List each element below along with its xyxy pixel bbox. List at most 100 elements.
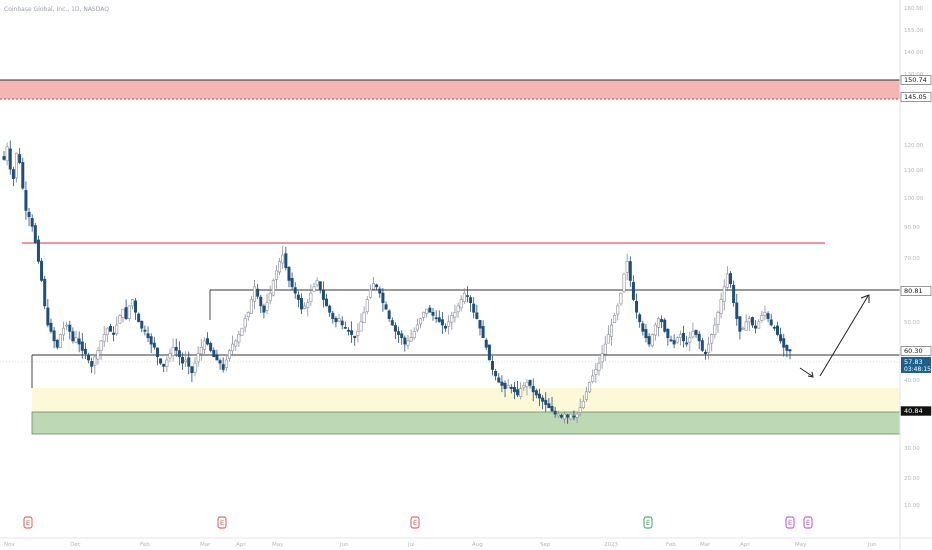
candle-body	[616, 305, 620, 315]
candle-body	[412, 331, 416, 339]
candle-body	[293, 287, 297, 294]
candle-body	[346, 329, 350, 332]
price-tag-top-zone-low: 145.05	[904, 93, 927, 101]
candle-body	[500, 381, 504, 386]
svg-text:E: E	[26, 519, 30, 527]
price-tag-bottom-zone: 40.84	[904, 407, 923, 415]
candle-body	[422, 311, 426, 318]
candle-body	[325, 298, 329, 307]
candle-body	[115, 324, 119, 335]
event-marker-5[interactable]: E	[785, 516, 795, 529]
event-marker-6[interactable]: E	[803, 516, 813, 529]
candle-body	[184, 359, 188, 363]
candle-body	[772, 326, 776, 329]
price-axis-tick: 90.00	[904, 225, 920, 231]
price-tag-last-bg	[901, 357, 931, 373]
candle-body	[522, 385, 526, 388]
candle-body	[52, 330, 56, 342]
candle-body	[124, 307, 128, 319]
candle-body	[541, 397, 545, 402]
candle-body	[534, 390, 538, 396]
candle-body	[722, 286, 726, 302]
candle-body	[387, 310, 391, 319]
candle-body	[299, 298, 303, 310]
candle-body	[525, 381, 529, 387]
candle-body	[334, 318, 338, 323]
candle-body	[572, 415, 576, 418]
chart-title: Coinbase Global, Inc., 1D, NASDAQ	[4, 6, 109, 13]
candle-body	[58, 334, 62, 348]
candle-body	[378, 288, 382, 294]
candle-body	[757, 321, 761, 329]
candle-body	[359, 321, 363, 332]
price-tag-top-zone-low-bg	[900, 92, 932, 102]
time-axis-tick: Feb	[666, 542, 676, 548]
candle-body	[725, 273, 729, 288]
price-axis-tick: 70.00	[904, 256, 920, 262]
candle-body	[40, 260, 44, 281]
candle-body	[588, 381, 592, 393]
candle-body	[403, 337, 407, 345]
candle-body	[613, 315, 617, 323]
time-axis-tick: Aug	[472, 542, 483, 548]
candle-body	[747, 318, 751, 323]
candle-body	[146, 333, 150, 339]
candle-body	[49, 322, 53, 332]
candle-body	[409, 337, 413, 342]
candle-body	[569, 413, 573, 420]
candle-body	[494, 371, 498, 377]
candle-body	[619, 292, 623, 305]
event-marker-3[interactable]: E	[410, 516, 420, 529]
candle-body	[766, 313, 770, 319]
candle-body	[650, 334, 654, 347]
candle-body	[641, 323, 645, 332]
time-axis-tick: Apr	[740, 542, 750, 548]
candle-body	[202, 340, 206, 350]
time-axis-tick: Mar	[200, 542, 211, 548]
candle-body	[168, 353, 172, 359]
time-axis-tick: Dec	[70, 542, 81, 548]
candle-body	[306, 302, 310, 308]
candle-body	[71, 331, 75, 342]
candle-body	[697, 333, 701, 342]
candle-body	[456, 305, 460, 313]
candle-body	[653, 324, 657, 336]
event-marker-4[interactable]: E	[643, 516, 653, 529]
candle-body	[547, 403, 551, 409]
candle-body	[174, 346, 178, 351]
candle-body	[165, 359, 169, 367]
candle-body	[274, 270, 278, 280]
candle-body	[212, 350, 216, 358]
price-tag-mid-line-bg	[900, 346, 932, 356]
price-axis-tick: 130.00	[904, 72, 924, 78]
candle-body	[584, 391, 588, 400]
candle-body	[700, 340, 704, 351]
arrow-down-right	[799, 367, 813, 377]
candle-body	[537, 393, 541, 399]
price-tag-upper-line-bg	[900, 286, 932, 296]
candle-body	[253, 286, 257, 302]
candle-body	[425, 308, 429, 314]
candle-body	[171, 346, 175, 356]
candle-body	[315, 280, 319, 286]
candle-body	[243, 318, 247, 328]
event-marker-2[interactable]: E	[217, 516, 227, 529]
event-marker-1[interactable]: E	[23, 516, 33, 529]
candle-body	[15, 152, 19, 179]
candle-body	[769, 319, 773, 326]
candle-body	[33, 225, 37, 243]
candle-body	[343, 327, 347, 329]
candle-body	[256, 288, 260, 297]
candle-body	[108, 325, 112, 332]
candle-body	[750, 317, 754, 326]
candle-body	[491, 361, 495, 370]
price-tag-mid-line: 60.30	[904, 347, 923, 355]
candle-body	[556, 413, 560, 417]
price-axis-tick: 155.00	[904, 28, 924, 34]
candle-body	[628, 261, 632, 281]
candle-body	[472, 303, 476, 313]
candle-body	[362, 311, 366, 324]
time-axis-tick: Jun	[339, 542, 349, 548]
price-axis-tick: 50.00	[904, 320, 920, 326]
